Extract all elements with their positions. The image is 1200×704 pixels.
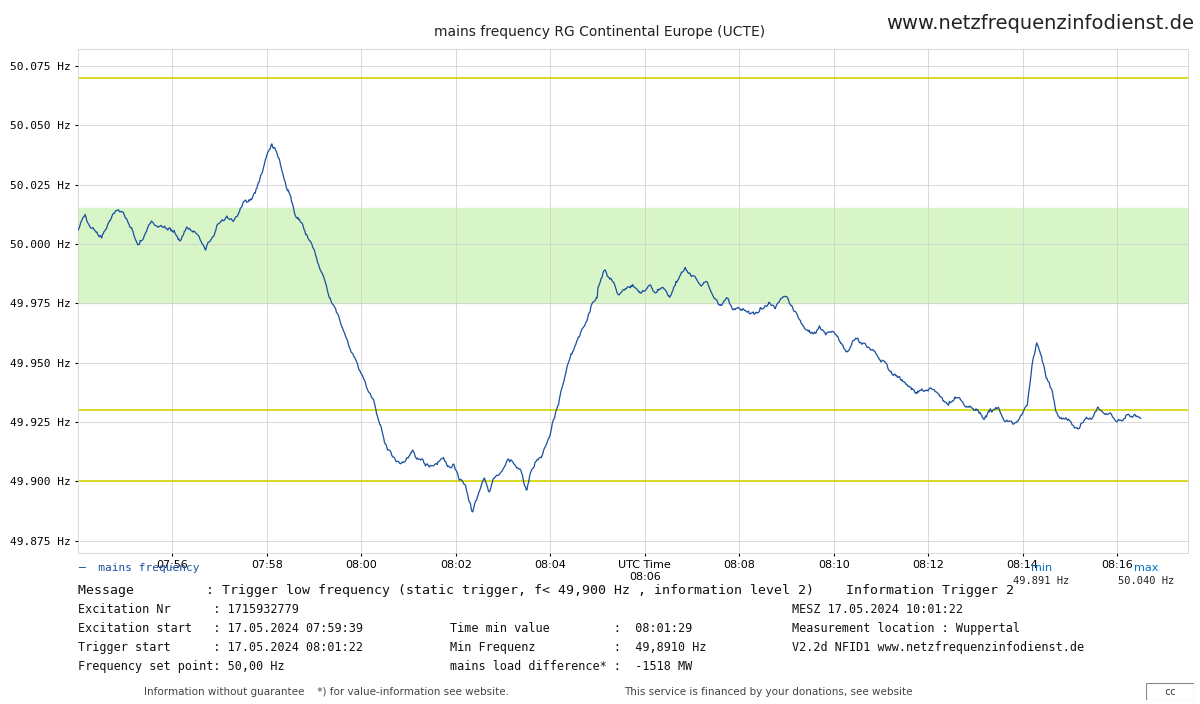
Text: www.netzfrequenzinfodienst.de: www.netzfrequenzinfodienst.de xyxy=(886,14,1194,33)
Text: This service is financed by your donations, see website: This service is financed by your donatio… xyxy=(624,687,912,697)
Text: 50.040 Hz: 50.040 Hz xyxy=(1118,576,1174,586)
Text: cc: cc xyxy=(1164,686,1176,697)
Text: Excitation Nr      : 1715932779: Excitation Nr : 1715932779 xyxy=(78,603,299,616)
Text: ─  mains frequency: ─ mains frequency xyxy=(78,563,199,573)
Text: Trigger start      : 17.05.2024 08:01:22: Trigger start : 17.05.2024 08:01:22 xyxy=(78,641,364,654)
Bar xyxy=(78,208,1188,303)
Text: 49.891 Hz: 49.891 Hz xyxy=(1014,576,1069,586)
Text: Time min value         :  08:01:29: Time min value : 08:01:29 xyxy=(450,622,692,635)
Text: Frequency set point: 50,00 Hz: Frequency set point: 50,00 Hz xyxy=(78,660,284,673)
Text: Measurement location : Wuppertal: Measurement location : Wuppertal xyxy=(792,622,1020,635)
Text: MESZ 17.05.2024 10:01:22: MESZ 17.05.2024 10:01:22 xyxy=(792,603,964,616)
Text: Excitation start   : 17.05.2024 07:59:39: Excitation start : 17.05.2024 07:59:39 xyxy=(78,622,364,635)
Text: min: min xyxy=(1031,563,1052,573)
Text: mains frequency RG Continental Europe (UCTE): mains frequency RG Continental Europe (U… xyxy=(434,25,766,39)
Text: Min Frequenz           :  49,8910 Hz: Min Frequenz : 49,8910 Hz xyxy=(450,641,707,654)
Text: Message         : Trigger low frequency (static trigger, f< 49,900 Hz , informat: Message : Trigger low frequency (static … xyxy=(78,584,1014,597)
Text: max: max xyxy=(1134,563,1158,573)
Text: V2.2d NFID1 www.netzfrequenzinfodienst.de: V2.2d NFID1 www.netzfrequenzinfodienst.d… xyxy=(792,641,1084,654)
Text: mains load difference* :  -1518 MW: mains load difference* : -1518 MW xyxy=(450,660,692,673)
Text: Information without guarantee    *) for value-information see website.: Information without guarantee *) for val… xyxy=(144,687,509,697)
